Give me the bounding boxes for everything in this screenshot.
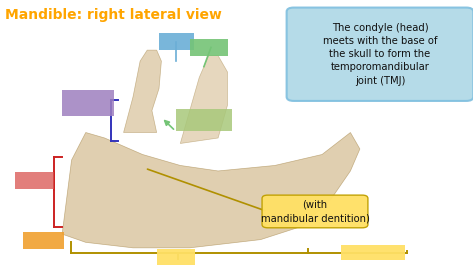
Polygon shape: [124, 50, 161, 132]
FancyBboxPatch shape: [175, 109, 232, 131]
FancyBboxPatch shape: [62, 90, 114, 116]
FancyBboxPatch shape: [190, 39, 228, 56]
FancyBboxPatch shape: [262, 195, 368, 228]
Polygon shape: [180, 56, 228, 144]
FancyBboxPatch shape: [341, 245, 405, 260]
Text: The condyle (head)
meets with the base of
the skull to form the
temporomandibula: The condyle (head) meets with the base o…: [323, 23, 437, 86]
Text: (with
mandibular dentition): (with mandibular dentition): [261, 200, 369, 223]
FancyBboxPatch shape: [159, 33, 194, 50]
FancyBboxPatch shape: [23, 232, 64, 249]
FancyBboxPatch shape: [15, 172, 54, 189]
Polygon shape: [62, 132, 360, 248]
FancyBboxPatch shape: [156, 249, 195, 265]
Text: Mandible: right lateral view: Mandible: right lateral view: [5, 7, 222, 22]
FancyBboxPatch shape: [287, 7, 474, 101]
